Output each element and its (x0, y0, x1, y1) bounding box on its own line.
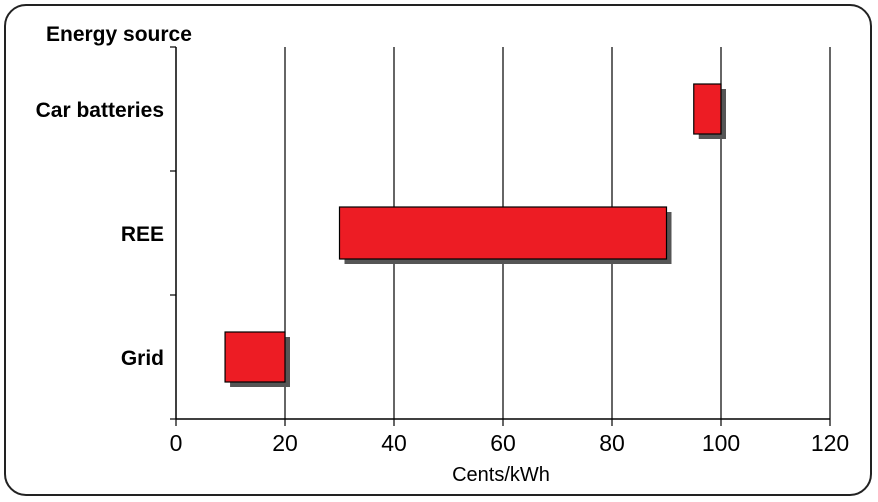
bar-car-batteries (693, 83, 722, 135)
bar-ree (338, 206, 668, 260)
x-tick-label: 60 (490, 430, 516, 456)
x-tick-label: 100 (702, 430, 740, 456)
x-axis-title: Cents/kWh (452, 464, 550, 486)
labels: Energy source Cents/kWh 0 20 40 60 80 100 120 C… (36, 23, 850, 486)
category-label: Grid (121, 347, 164, 370)
x-tick-label: 40 (381, 430, 407, 456)
axes (170, 46, 831, 426)
category-label: REE (121, 223, 164, 246)
x-tick-label: 80 (599, 430, 625, 456)
bar-grid (224, 331, 286, 383)
x-tick-label: 0 (170, 430, 183, 456)
x-tick-label: 120 (811, 430, 849, 456)
y-axis-title: Energy source (46, 23, 192, 46)
x-tick-label: 20 (272, 430, 298, 456)
category-label: Car batteries (36, 99, 164, 122)
bars (224, 83, 726, 387)
